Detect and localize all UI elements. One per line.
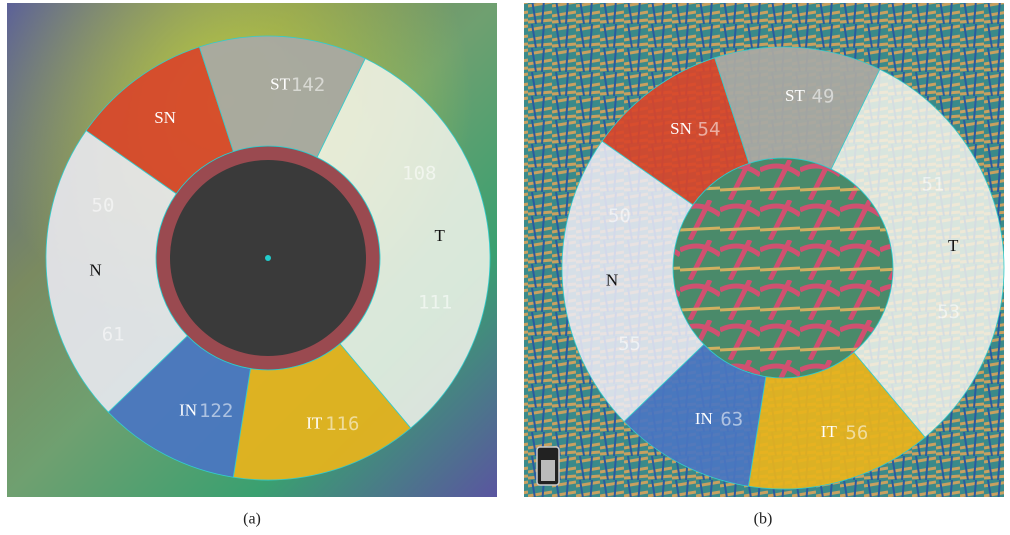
sector-number: 49 bbox=[812, 85, 835, 107]
sector-number: 122 bbox=[199, 400, 233, 422]
sector-label: SN bbox=[670, 119, 692, 138]
sector-label: SN bbox=[154, 108, 176, 127]
sector-number: 56 bbox=[845, 422, 868, 444]
sector-number: 50 bbox=[92, 194, 115, 216]
sector-number: 53 bbox=[937, 301, 960, 323]
sector-number: 50 bbox=[608, 205, 631, 227]
sector-label: ST bbox=[785, 86, 805, 105]
sector-label: N bbox=[606, 270, 618, 289]
sector-number: 108 bbox=[402, 163, 436, 185]
sector-number: 61 bbox=[102, 324, 125, 346]
sector-label: IN bbox=[695, 409, 713, 428]
scale-icon-fill bbox=[541, 460, 555, 481]
sector-number: 63 bbox=[720, 409, 743, 431]
figure: SNST142T108111IT116IN122N6150 SN54ST49T5… bbox=[0, 0, 1010, 535]
sector-number: 54 bbox=[698, 119, 721, 141]
panel-b: SN 54 ST 49 T 51 53 IT 56 IN 63 N 55 50 bbox=[562, 47, 1004, 489]
sector-label: T bbox=[435, 226, 446, 245]
sector-label: T bbox=[948, 236, 959, 255]
sector-number: 116 bbox=[325, 413, 359, 435]
sector-label: ST bbox=[270, 74, 290, 93]
sector-label: N bbox=[89, 260, 101, 279]
center-dot bbox=[265, 255, 271, 261]
sector-number: 142 bbox=[291, 74, 325, 96]
sector-number: 111 bbox=[418, 291, 452, 313]
sector-label: IT bbox=[306, 414, 323, 433]
panel-caption: (a) bbox=[243, 511, 261, 528]
sector-label: IT bbox=[821, 422, 838, 441]
sector-label: IN bbox=[179, 400, 197, 419]
vessel-disk bbox=[673, 158, 893, 378]
sector-number: 51 bbox=[922, 173, 945, 195]
sector-number: 55 bbox=[618, 333, 641, 355]
panel-caption: (b) bbox=[754, 511, 773, 528]
